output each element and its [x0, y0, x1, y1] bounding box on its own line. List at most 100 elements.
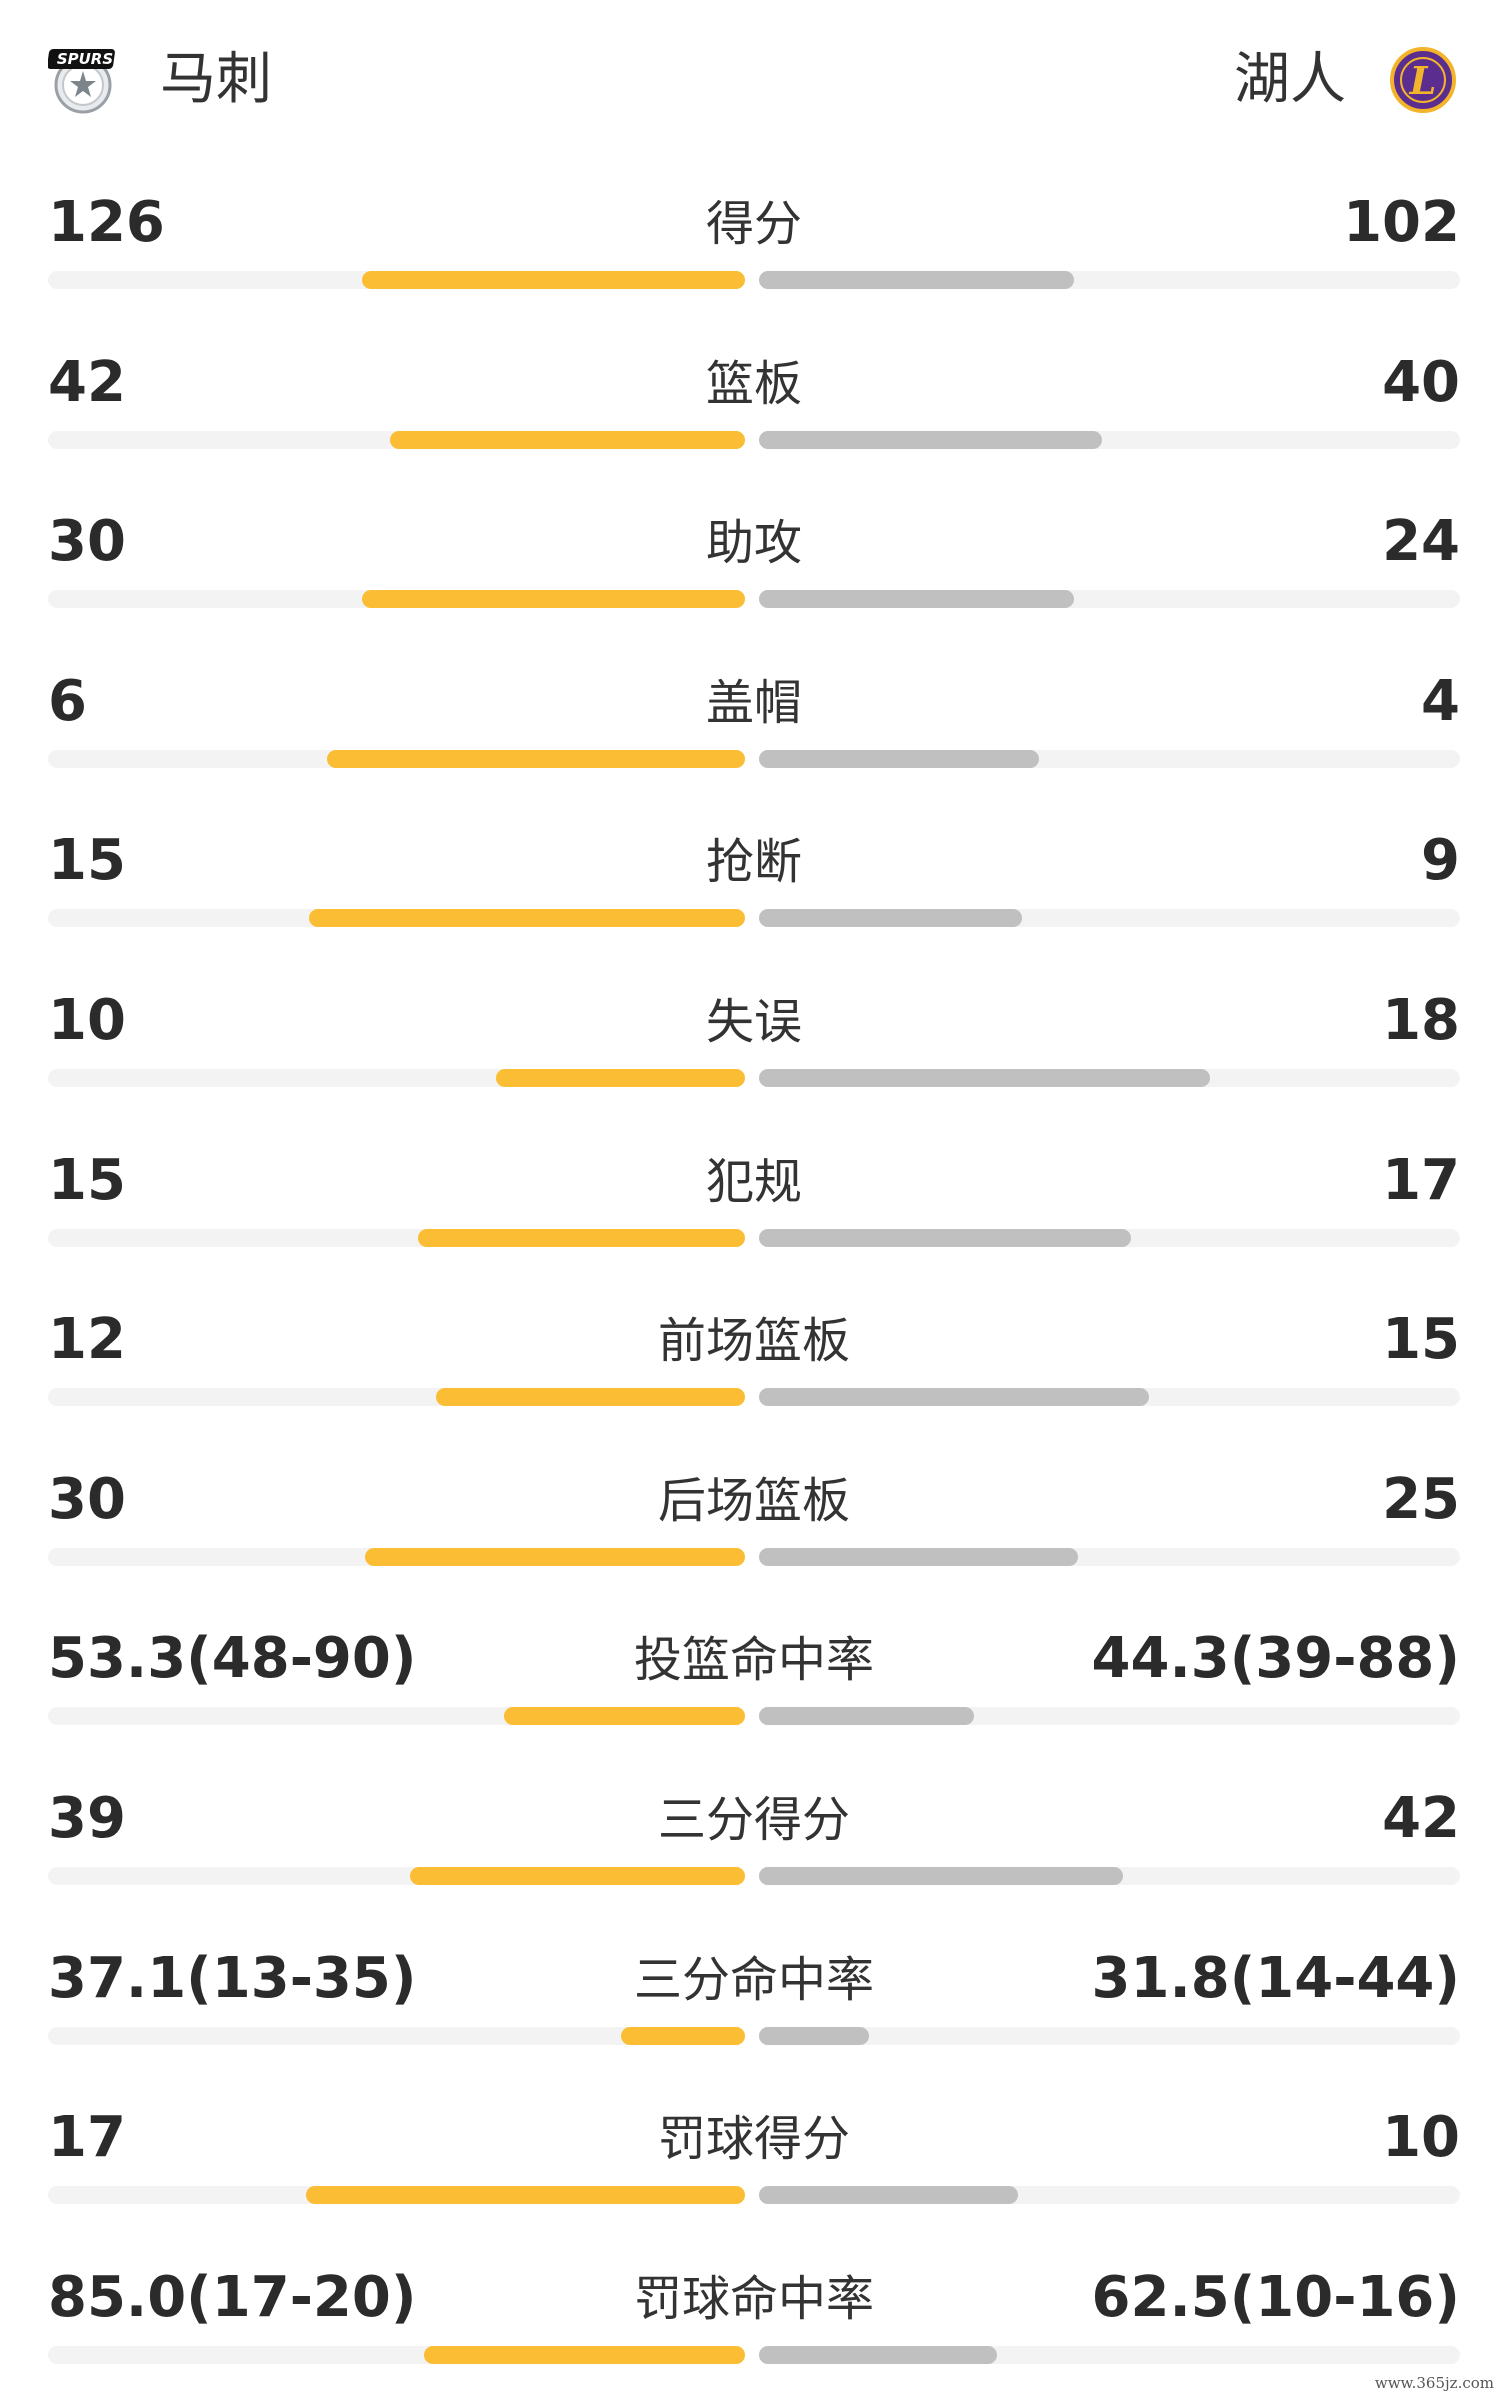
stat-label: 抢断 [705, 834, 802, 891]
stat-label: 投篮命中率 [633, 1632, 874, 1689]
home-bar-fill [424, 2345, 745, 2364]
watermark-text: www.365jz.com [1374, 2374, 1494, 2392]
away-stat-value: 24 [1382, 509, 1460, 575]
away-stat-value: 102 [1343, 190, 1460, 255]
home-stat-value: 39 [48, 1785, 126, 1851]
home-bar-fill [436, 1388, 745, 1407]
stat-row: 39 三分得分 42 [0, 1756, 1508, 1916]
away-stat-value: 18 [1382, 987, 1460, 1053]
away-bar-track [759, 2345, 1460, 2364]
home-bar-track [48, 2026, 745, 2045]
stat-label: 犯规 [705, 1153, 802, 1210]
home-bar-fill [306, 2186, 745, 2205]
stat-label: 罚球得分 [657, 2111, 850, 2168]
home-bar-track [48, 1388, 745, 1407]
away-bar-track [759, 1228, 1460, 1247]
stat-label: 前场篮板 [657, 1313, 850, 1370]
home-bar-fill [418, 1228, 745, 1247]
home-bar-fill [309, 909, 745, 928]
stat-row: 6 盖帽 4 [0, 639, 1508, 799]
away-bar-track [759, 909, 1460, 928]
away-stat-value: 42 [1382, 1785, 1460, 1851]
home-bar-track [48, 1866, 745, 1885]
away-bar-fill [759, 1388, 1149, 1407]
lakers-logo-text: L [1409, 58, 1437, 103]
away-stat-value: 25 [1382, 1466, 1460, 1532]
home-stat-value: 85.0(17-20) [48, 2264, 417, 2330]
home-bar-fill [362, 590, 745, 609]
home-bar-track [48, 2345, 745, 2364]
stat-label: 助攻 [705, 515, 802, 572]
away-bar-track [759, 1707, 1460, 1726]
spurs-logo-text: SPURS [57, 50, 113, 68]
home-bar-fill [504, 1707, 745, 1726]
stat-row: 53.3(48-90) 投篮命中率 44.3(39-88) [0, 1596, 1508, 1756]
stat-row: 42 篮板 40 [0, 320, 1508, 480]
away-bar-track [759, 1547, 1460, 1566]
home-bar-track [48, 1228, 745, 1247]
away-bar-track [759, 1388, 1460, 1407]
away-bar-fill [759, 271, 1074, 289]
home-bar-track [48, 1707, 745, 1726]
stat-row: 17 罚球得分 10 [0, 2075, 1508, 2235]
stats-list: 126 得分 102 42 篮板 40 30 助攻 24 6 盖帽 4 15 抢断 9 10 失误 18 15 犯规 1… [0, 160, 1508, 2394]
stat-label: 盖帽 [705, 674, 802, 731]
away-bar-track [759, 749, 1460, 768]
stat-row: 12 前场篮板 15 [0, 1277, 1508, 1437]
home-stat-value: 126 [48, 190, 165, 255]
home-bar-track [48, 590, 745, 609]
stat-row: 15 犯规 17 [0, 1118, 1508, 1278]
stat-row: 30 后场篮板 25 [0, 1437, 1508, 1597]
home-bar-fill [410, 1866, 745, 1885]
away-bar-fill [759, 1228, 1131, 1247]
spurs-logo-icon: SPURS [47, 45, 118, 115]
away-stat-value: 31.8(14-44) [1091, 1945, 1460, 2011]
stat-label: 三分得分 [657, 1791, 850, 1848]
stat-row: 10 失误 18 [0, 958, 1508, 1118]
home-stat-value: 17 [48, 2105, 126, 2171]
away-bar-fill [759, 2026, 869, 2045]
stat-label: 罚球命中率 [633, 2270, 874, 2327]
away-bar-track [759, 2186, 1460, 2205]
home-stat-value: 6 [48, 668, 87, 734]
home-stat-value: 12 [48, 1307, 126, 1373]
away-bar-track [759, 430, 1460, 449]
stat-label: 三分命中率 [633, 1951, 874, 2008]
away-bar-fill [759, 590, 1074, 609]
away-bar-track [759, 1068, 1460, 1087]
away-bar-track [759, 271, 1460, 289]
away-bar-fill [759, 909, 1022, 928]
home-bar-fill [390, 430, 745, 449]
away-bar-fill [759, 1547, 1078, 1566]
home-bar-fill [621, 2026, 745, 2045]
away-stat-value: 4 [1421, 668, 1460, 734]
stat-label: 篮板 [705, 355, 802, 412]
home-bar-track [48, 1547, 745, 1566]
stat-row: 30 助攻 24 [0, 479, 1508, 639]
home-stat-value: 53.3(48-90) [48, 1626, 417, 1692]
stat-row: 126 得分 102 [0, 160, 1508, 320]
away-stat-value: 62.5(10-16) [1091, 2264, 1460, 2330]
home-bar-fill [362, 271, 745, 289]
away-bar-fill [759, 1707, 974, 1726]
away-team-name: 湖人 [1234, 47, 1346, 112]
away-bar-fill [759, 2345, 997, 2364]
home-bar-track [48, 430, 745, 449]
home-bar-track [48, 749, 745, 768]
home-team-name: 马刺 [160, 47, 272, 112]
away-stat-value: 9 [1421, 828, 1460, 894]
home-stat-value: 15 [48, 1147, 126, 1213]
away-stat-value: 17 [1382, 1147, 1460, 1213]
away-stat-value: 15 [1382, 1307, 1460, 1373]
home-bar-track [48, 1068, 745, 1087]
home-stat-value: 10 [48, 987, 126, 1053]
home-bar-fill [327, 749, 745, 768]
away-bar-fill [759, 1068, 1210, 1087]
lakers-logo-icon: L [1388, 45, 1458, 115]
home-stat-value: 15 [48, 828, 126, 894]
stat-label: 得分 [705, 196, 802, 252]
away-bar-track [759, 1866, 1460, 1885]
away-bar-fill [759, 2186, 1018, 2205]
away-bar-fill [759, 749, 1039, 768]
home-bar-track [48, 2186, 745, 2205]
